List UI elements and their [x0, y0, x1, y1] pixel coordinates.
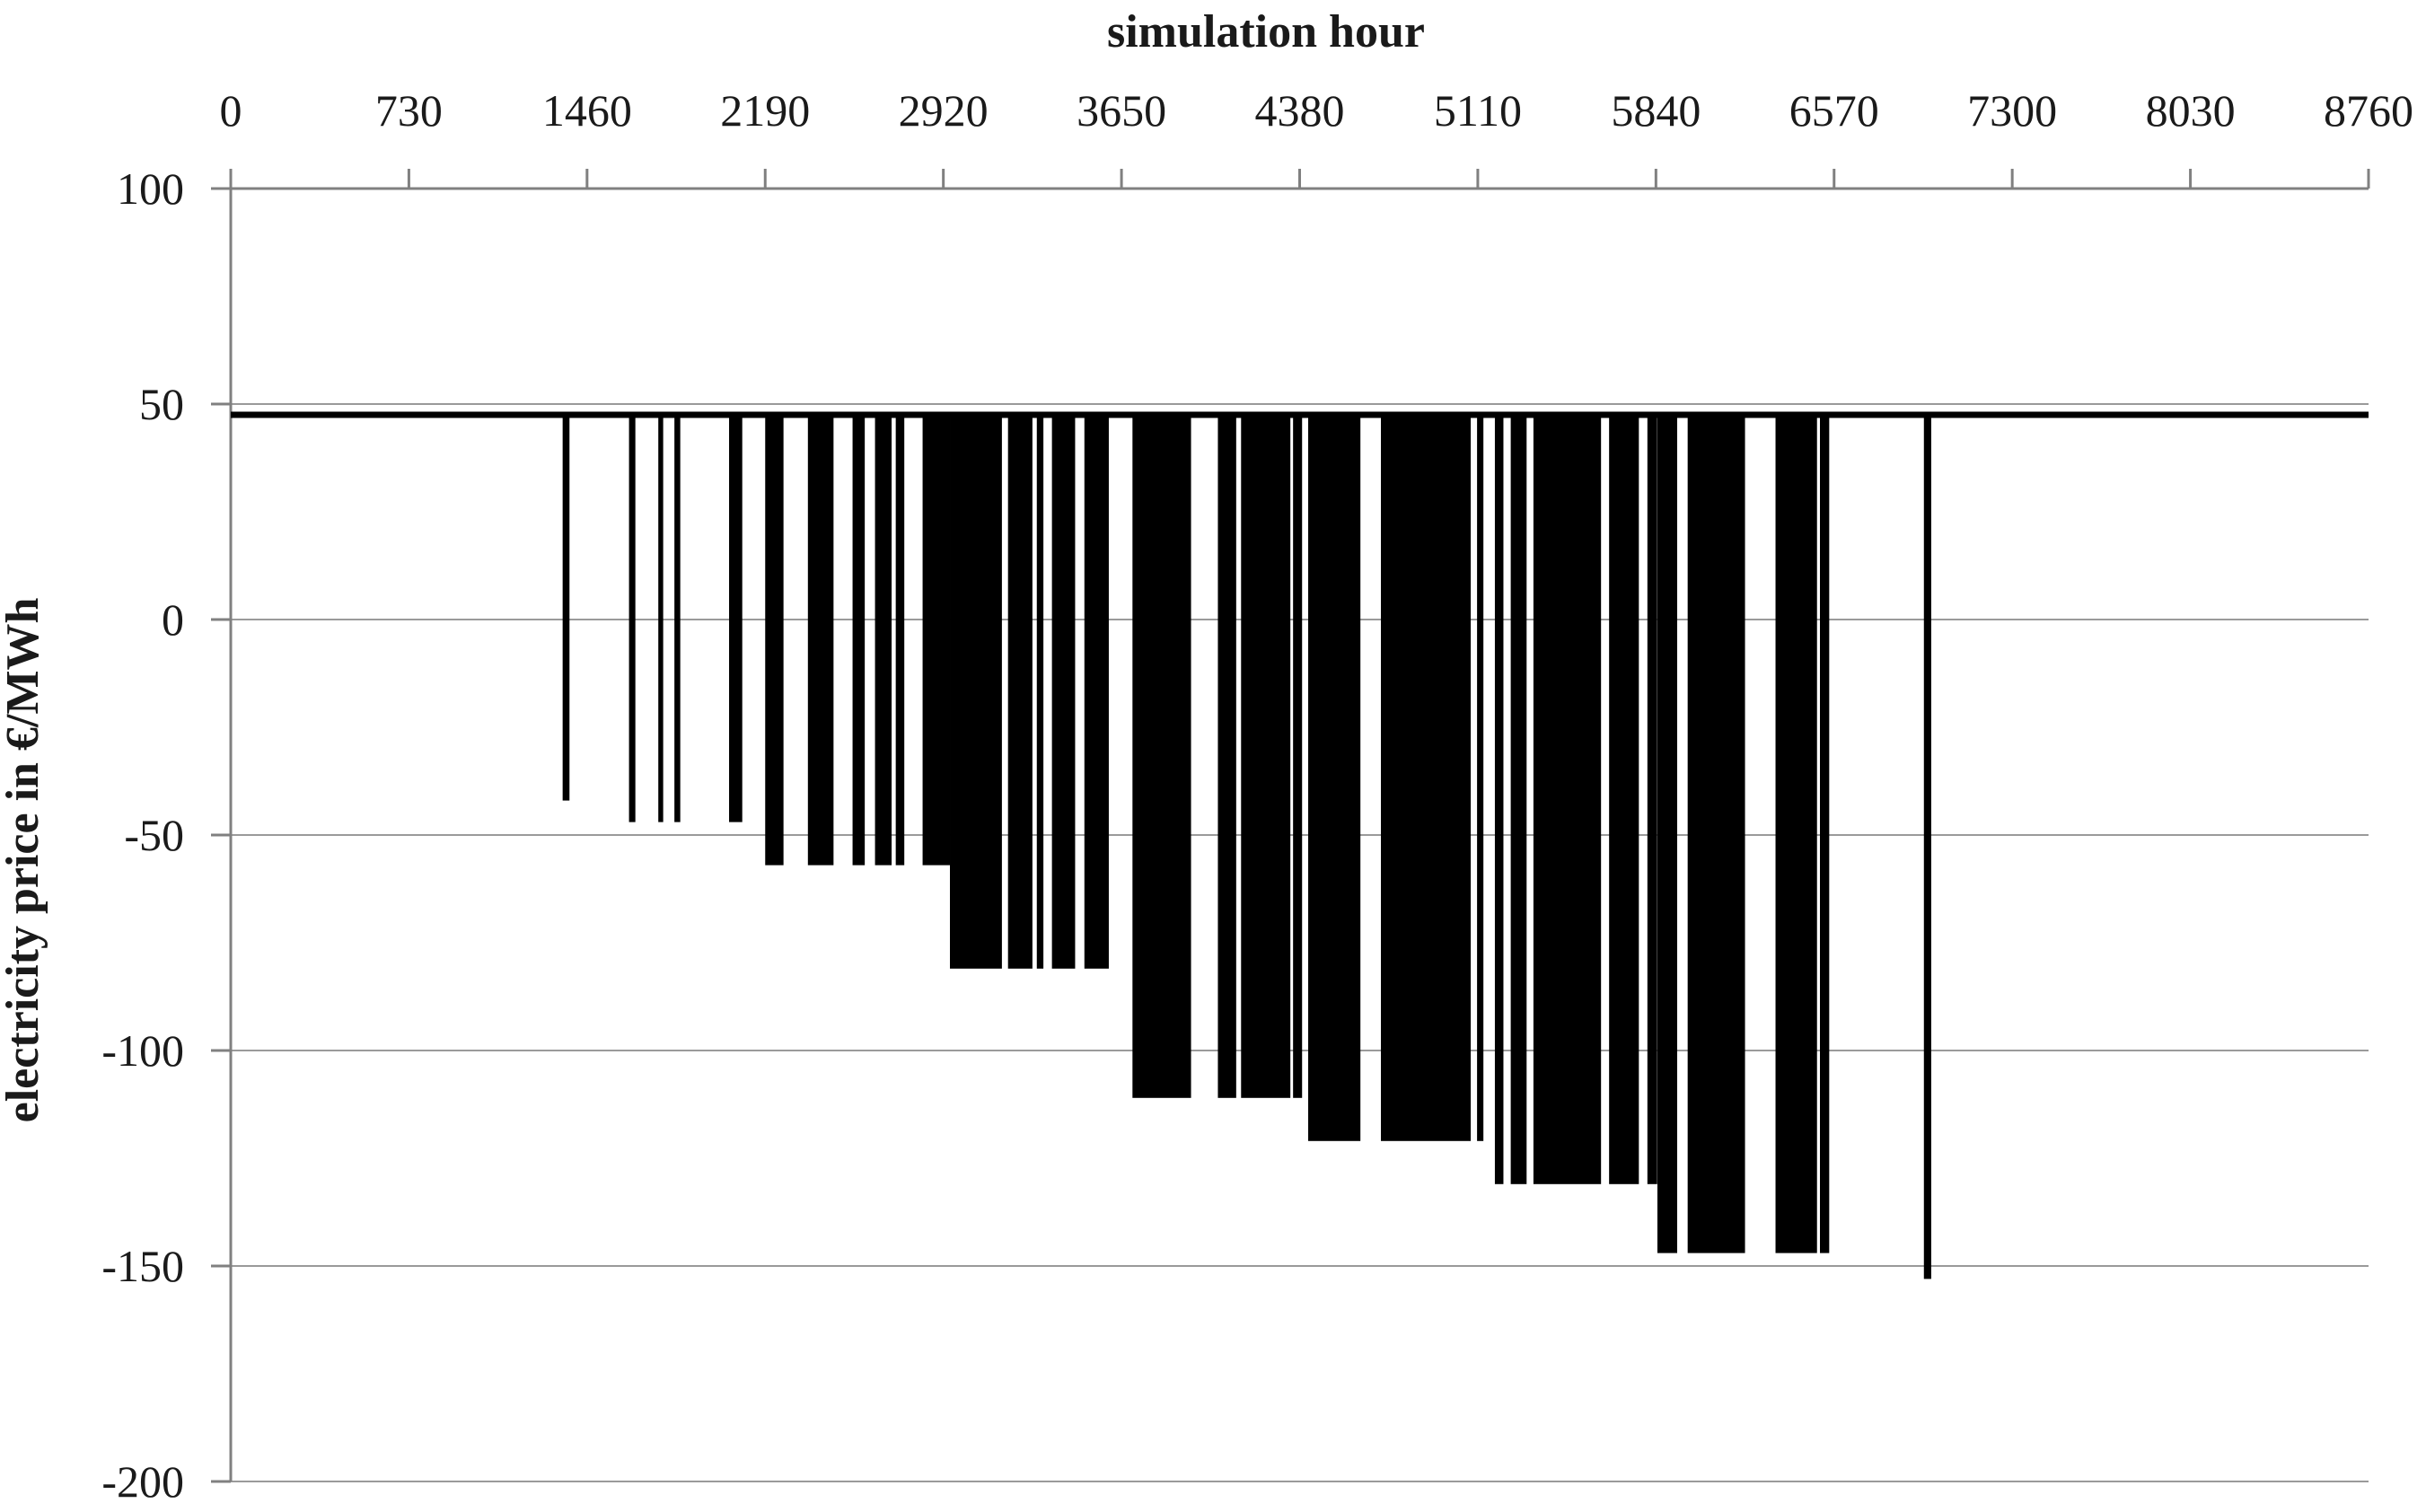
x-tick-label: 3650	[1077, 85, 1166, 136]
negative-price-bar	[895, 412, 905, 866]
negative-price-bar	[1819, 412, 1830, 1253]
x-tick-label: 8030	[2146, 85, 2236, 136]
y-tick-label: -100	[101, 1025, 184, 1076]
y-tick-label: -200	[101, 1456, 184, 1507]
negative-price-bar	[852, 412, 866, 866]
x-tick-label: 8760	[2324, 85, 2413, 136]
negative-price-bar	[1647, 412, 1657, 1184]
negative-price-bar	[875, 412, 892, 866]
negative-price-bar	[1051, 412, 1076, 969]
negative-price-bar	[1533, 412, 1602, 1184]
negative-price-bar	[1241, 412, 1291, 1098]
x-tick-label: 5110	[1434, 85, 1522, 136]
negative-price-bar	[922, 412, 951, 866]
negative-price-bar	[729, 412, 743, 822]
negative-price-bar	[807, 412, 834, 866]
negative-price-bar	[1494, 412, 1504, 1184]
negative-price-bar	[1609, 412, 1639, 1184]
x-tick-label: 2920	[899, 85, 989, 136]
negative-price-bar	[1308, 412, 1361, 1141]
negative-price-bar	[1217, 412, 1236, 1098]
negative-price-bar	[1132, 412, 1191, 1098]
negative-price-bar	[1477, 412, 1484, 1141]
negative-price-bar	[1084, 412, 1109, 969]
y-tick-label: 100	[117, 163, 184, 214]
x-tick-label: 1460	[542, 85, 632, 136]
negative-price-bar	[1775, 412, 1817, 1253]
negative-price-bar	[1293, 412, 1303, 1098]
y-tick-label: -150	[101, 1241, 184, 1291]
x-tick-label: 6570	[1789, 85, 1879, 136]
y-axis-title: electricity price in €/MWh	[0, 598, 48, 1123]
x-tick-label: 4380	[1255, 85, 1345, 136]
negative-price-bar	[1381, 412, 1472, 1141]
negative-price-bar	[562, 412, 570, 801]
x-tick-label: 0	[220, 85, 242, 136]
negative-price-bar	[950, 412, 1002, 969]
x-tick-label: 5840	[1611, 85, 1701, 136]
negative-price-bar	[674, 412, 681, 822]
negative-price-bar	[658, 412, 664, 822]
negative-price-bar	[1657, 412, 1677, 1253]
y-tick-label: 0	[162, 594, 184, 645]
negative-price-bar	[1510, 412, 1527, 1184]
x-axis-title: simulation hour	[1107, 6, 1425, 57]
negative-price-bar	[1687, 412, 1745, 1253]
negative-price-bar	[1007, 412, 1033, 969]
negative-price-bar	[628, 412, 636, 822]
negative-price-bar	[765, 412, 784, 866]
x-tick-label: 2190	[720, 85, 810, 136]
negative-price-bar	[1036, 412, 1044, 969]
y-tick-label: -50	[124, 810, 184, 860]
y-tick-label: 50	[139, 379, 184, 429]
x-tick-label: 730	[375, 85, 443, 136]
negative-price-bar	[1923, 412, 1931, 1279]
x-tick-label: 7300	[1967, 85, 2057, 136]
